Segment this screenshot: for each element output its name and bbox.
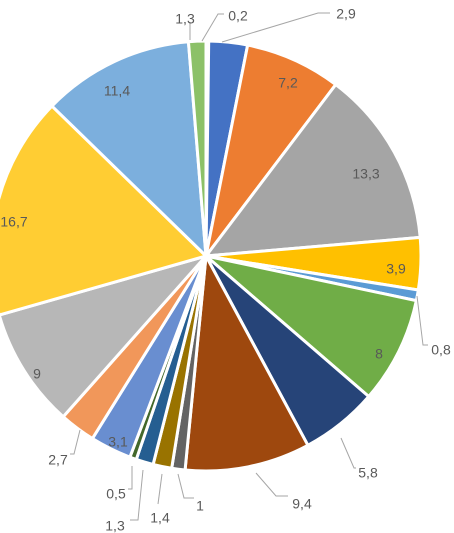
data-label: 16,7 <box>0 214 27 230</box>
pie-slices <box>0 39 423 473</box>
pie-slice <box>0 253 211 419</box>
data-label: 1 <box>196 498 204 514</box>
leader-line <box>416 295 428 346</box>
data-label: 3,9 <box>386 261 406 277</box>
data-label: 3,1 <box>108 434 128 450</box>
pie-labels: 0,2 2,97,213,33,90,885,89,411,41,30,53,12… <box>0 6 451 533</box>
data-label: 7,2 <box>278 75 298 91</box>
data-label: 1,4 <box>150 510 170 526</box>
data-label: 9,4 <box>292 496 312 512</box>
pie-slice <box>202 82 422 258</box>
data-label: 2,9 <box>336 6 356 22</box>
data-label: 8 <box>375 346 383 362</box>
data-label: 11,4 <box>104 83 130 99</box>
leader-line <box>70 429 81 455</box>
leader-line <box>201 13 224 42</box>
data-label: 13,3 <box>352 166 379 182</box>
pie-slice <box>49 40 208 260</box>
leader-line <box>255 472 288 497</box>
leader-line <box>221 12 330 43</box>
leader-line <box>177 473 194 499</box>
data-label: 9 <box>33 366 41 382</box>
pie-slice <box>205 254 419 399</box>
data-label: 2,7 <box>48 452 68 468</box>
leader-line <box>130 469 144 521</box>
data-label: 0,8 <box>431 342 451 358</box>
data-label: 0,2 <box>228 8 248 24</box>
data-label: 5,8 <box>358 465 378 481</box>
leader-line <box>128 466 133 490</box>
data-label: 0,5 <box>106 486 126 502</box>
pie-slice <box>183 250 310 473</box>
pie-slice <box>186 39 208 257</box>
data-label: 1,3 <box>175 11 195 27</box>
leader-line <box>157 473 163 505</box>
pie-slice <box>0 103 209 317</box>
leader-line <box>340 437 356 469</box>
data-label: 1,3 <box>105 518 125 533</box>
